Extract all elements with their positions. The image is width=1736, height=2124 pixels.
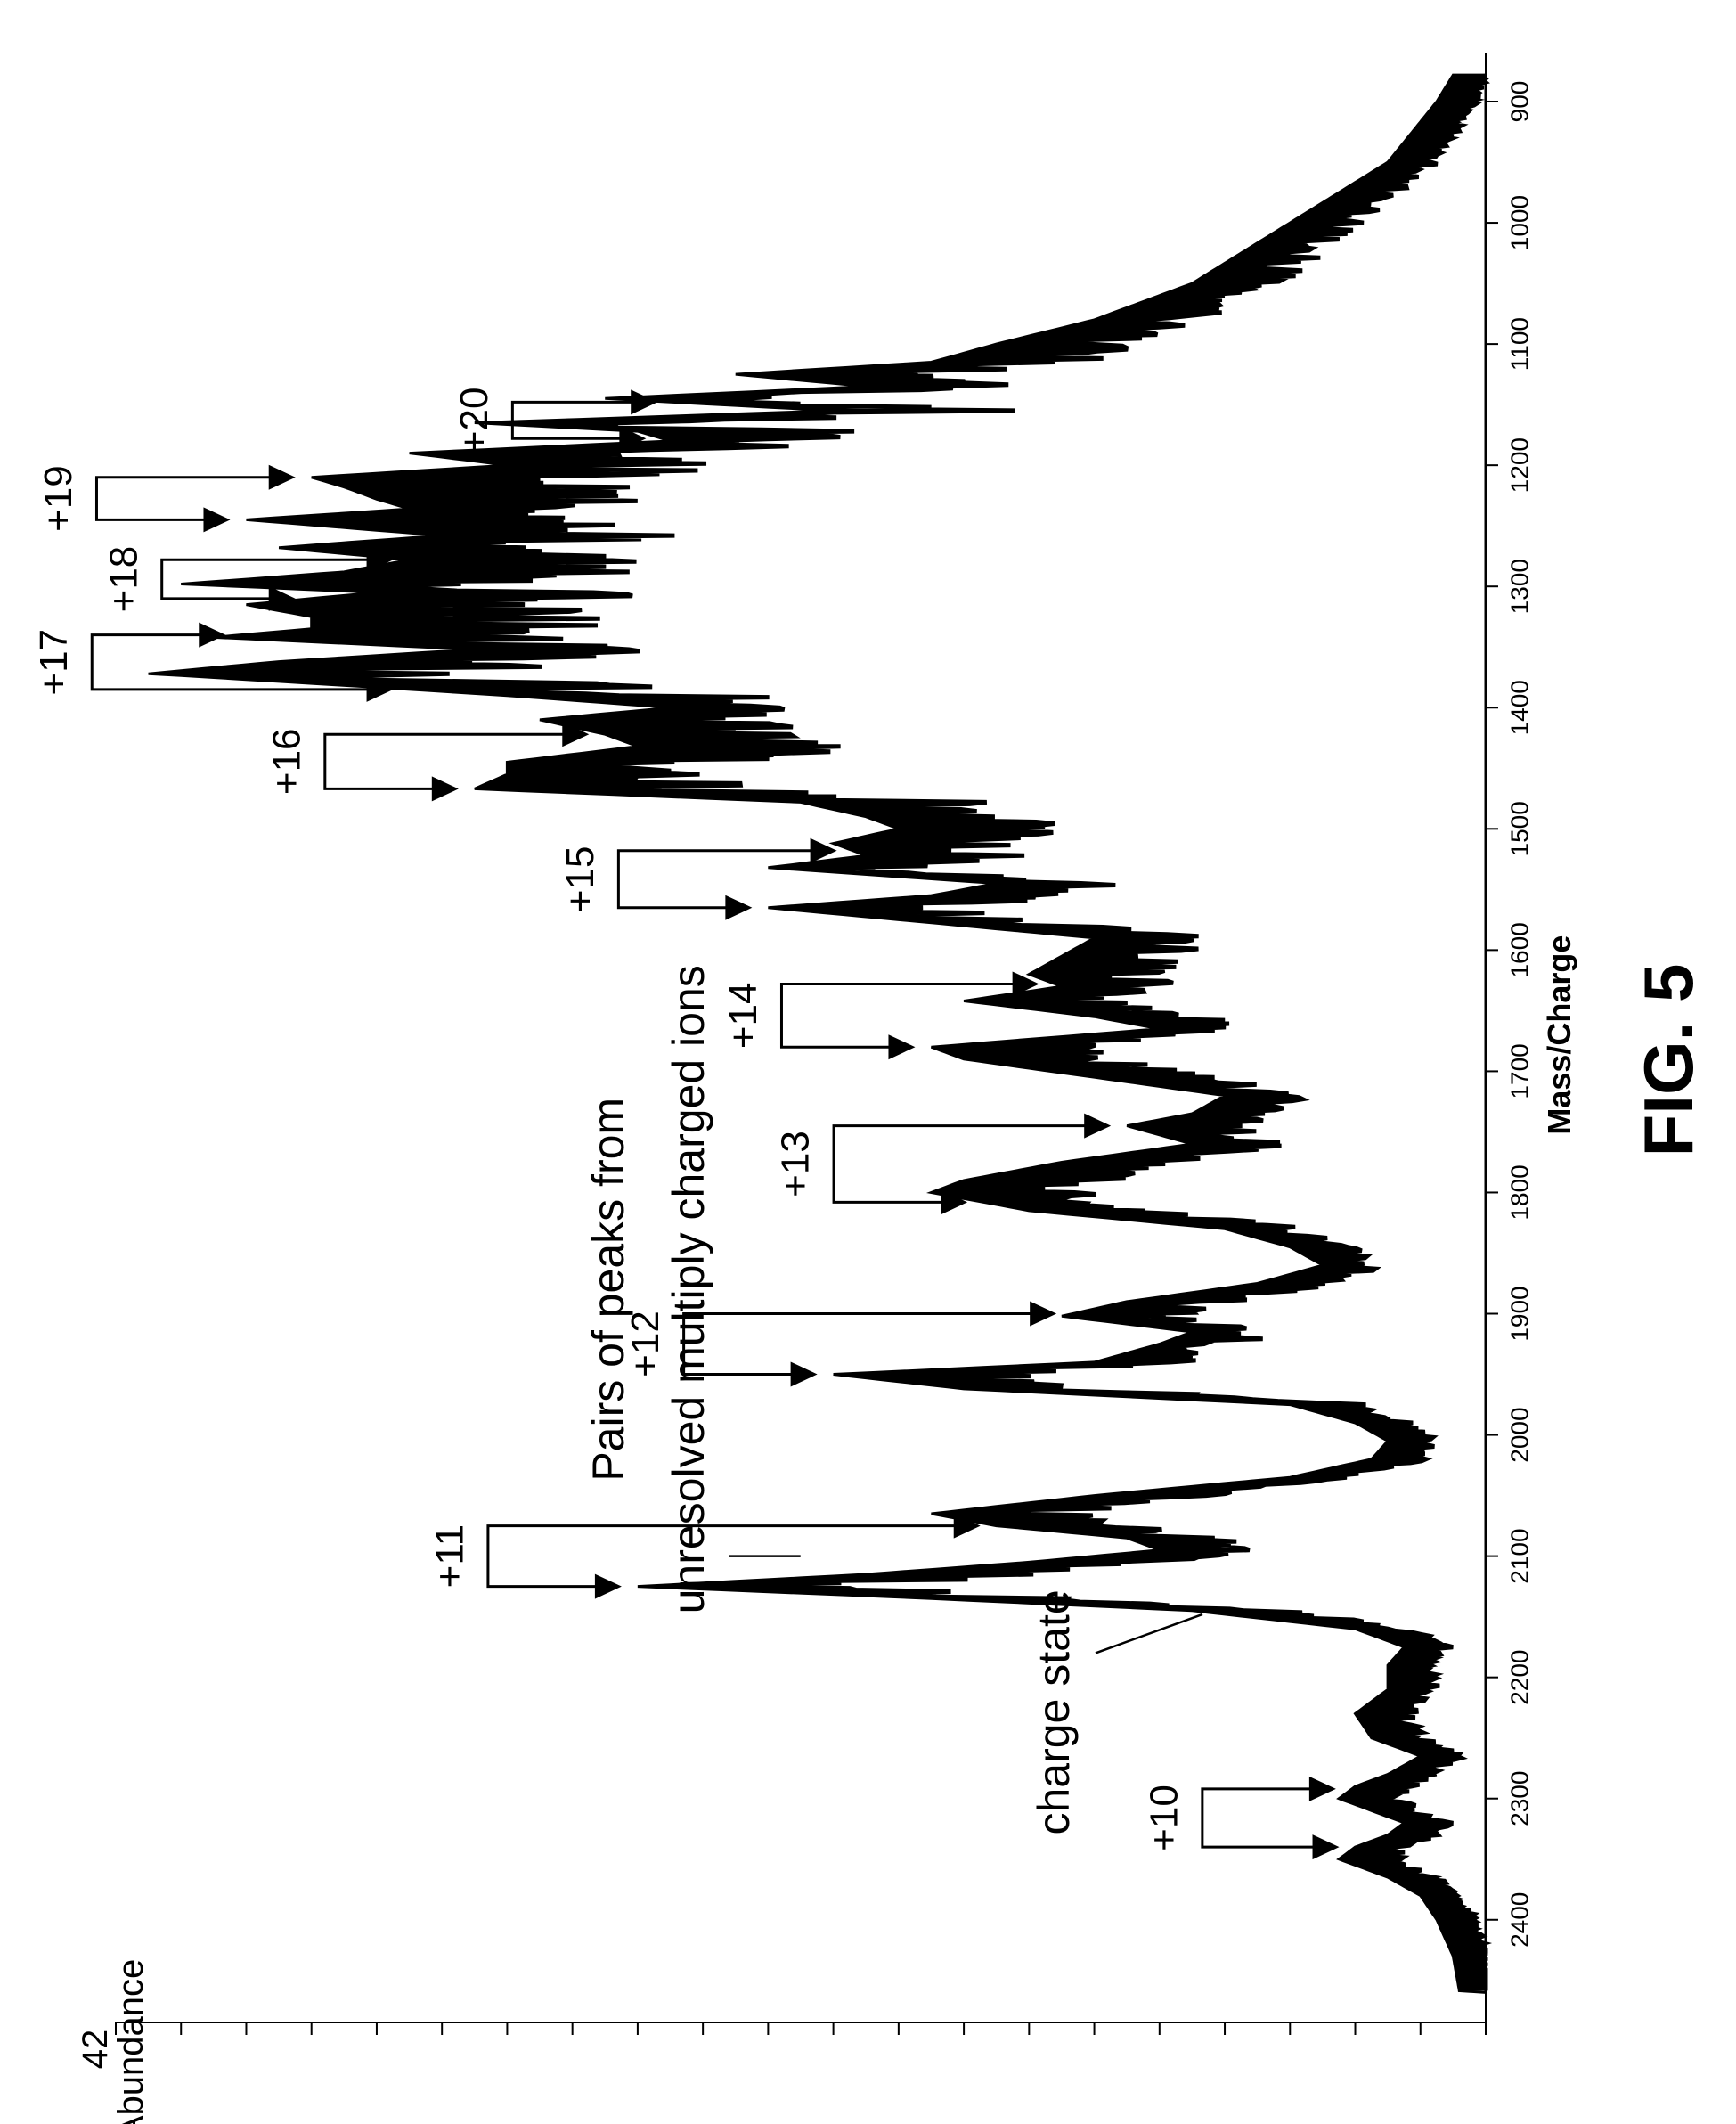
x-tick-label: 1000 — [1505, 195, 1533, 250]
x-tick-label: 2300 — [1505, 1771, 1533, 1826]
arrow-head — [888, 1034, 916, 1060]
charge-state-bracket: +12 — [623, 1301, 1057, 1387]
charge-state-bracket: +20 — [452, 388, 658, 454]
charge-state-annotations: +20 +19 +18 +17 +16 +15 +14 +13 +12 +11 +10 — [32, 388, 1340, 1860]
charge-state-label: +12 — [623, 1311, 667, 1377]
x-tick-label: 2100 — [1505, 1528, 1533, 1583]
arrow-head — [953, 1513, 981, 1539]
charge-state-label: +14 — [721, 983, 765, 1050]
spectrum-trace — [148, 73, 1487, 1995]
charge-state-pointer-line — [1095, 1613, 1203, 1654]
bracket-line — [1201, 1787, 1315, 1849]
x-tick-label: 1800 — [1505, 1164, 1533, 1220]
spectrum-layer — [148, 73, 1493, 1995]
charge-state-note: charge state — [1029, 1589, 1079, 1834]
y-axis-max-label: 42 — [76, 2030, 115, 2070]
charge-state-label: +16 — [265, 728, 308, 795]
x-tick-label: 1100 — [1505, 317, 1533, 371]
x-axis-ticks: 900 1000 1100 1200 1300 1400 1500 1600 1700 1800 1… — [1486, 81, 1533, 1948]
charge-state-bracket: +15 — [558, 837, 837, 920]
x-tick-label: 2000 — [1505, 1407, 1533, 1462]
x-tick-label: 900 — [1505, 81, 1533, 123]
x-tick-label: 1600 — [1505, 922, 1533, 977]
y-axis-label: Abundance — [111, 1959, 151, 2124]
bracket-line — [486, 1524, 956, 1589]
arrow-head — [203, 507, 231, 533]
bracket-line — [510, 400, 633, 440]
charge-state-label: +15 — [558, 846, 602, 912]
charge-state-label: +18 — [102, 546, 145, 613]
arrow-head — [810, 837, 837, 863]
x-tick-label: 2400 — [1505, 1892, 1533, 1948]
arrow-head — [431, 776, 459, 802]
x-tick-label: 1300 — [1505, 559, 1533, 614]
arrow-head — [268, 464, 296, 490]
arrow-head — [631, 389, 658, 415]
charge-state-label: +11 — [428, 1524, 472, 1588]
x-axis-label: Mass/Charge — [1541, 935, 1577, 1135]
figure-caption: FIG. 5 — [1629, 964, 1707, 1157]
charge-state-bracket: +11 — [428, 1513, 981, 1599]
bracket-line — [323, 732, 565, 790]
charge-state-bracket: +10 — [1142, 1776, 1340, 1860]
charge-state-bracket: +18 — [102, 546, 394, 613]
x-tick-label: 1200 — [1505, 437, 1533, 493]
arrow-head — [562, 722, 590, 747]
x-tick-label: 1900 — [1505, 1286, 1533, 1341]
bracket-line — [779, 982, 1015, 1049]
arrow-head — [1308, 1776, 1336, 1801]
x-tick-label: 2200 — [1505, 1650, 1533, 1705]
arrow-head — [366, 676, 394, 702]
arrow-head — [1030, 1301, 1057, 1327]
chart-axes: 900 1000 1100 1200 1300 1400 1500 1600 1700 1800 1… — [115, 53, 1533, 2035]
charge-state-bracket: +19 — [37, 464, 296, 533]
arrow-head — [941, 1189, 968, 1215]
charge-state-label: +13 — [774, 1131, 818, 1197]
x-tick-label: 1400 — [1505, 680, 1533, 735]
arrow-head — [790, 1361, 818, 1387]
x-tick-label: 1700 — [1505, 1043, 1533, 1099]
bracket-line — [160, 558, 369, 600]
arrow-head — [1084, 1113, 1112, 1139]
arrow-head — [619, 426, 647, 452]
charge-state-bracket: +16 — [265, 722, 590, 802]
charge-state-bracket: +14 — [721, 971, 1039, 1060]
x-tick-label: 1500 — [1505, 801, 1533, 856]
bracket-line — [616, 849, 812, 910]
arrow-head — [1012, 971, 1039, 997]
charge-state-label: +20 — [452, 388, 496, 454]
arrow-head — [1312, 1834, 1340, 1860]
spectrum-fill — [148, 75, 1487, 1991]
pairs-note-line-2: unresolved multiply charged ions — [664, 965, 713, 1613]
arrow-head — [366, 547, 394, 573]
charge-state-label: +19 — [37, 465, 80, 532]
arrow-head — [268, 585, 296, 611]
charge-state-bracket: +17 — [32, 622, 394, 702]
charge-state-bracket: +13 — [774, 1113, 1112, 1215]
y-axis-ticks — [115, 2022, 1487, 2035]
arrow-head — [199, 622, 226, 648]
bracket-line — [94, 476, 271, 521]
arrow-head — [594, 1573, 622, 1599]
charge-state-label: +10 — [1142, 1785, 1186, 1851]
bracket-line — [832, 1124, 1087, 1204]
charge-state-label: +17 — [32, 629, 76, 696]
bracket-line — [90, 633, 369, 691]
pairs-note-line-1: Pairs of peaks from — [583, 1098, 633, 1482]
bracket-line — [682, 1312, 1032, 1377]
arrow-head — [725, 895, 753, 920]
